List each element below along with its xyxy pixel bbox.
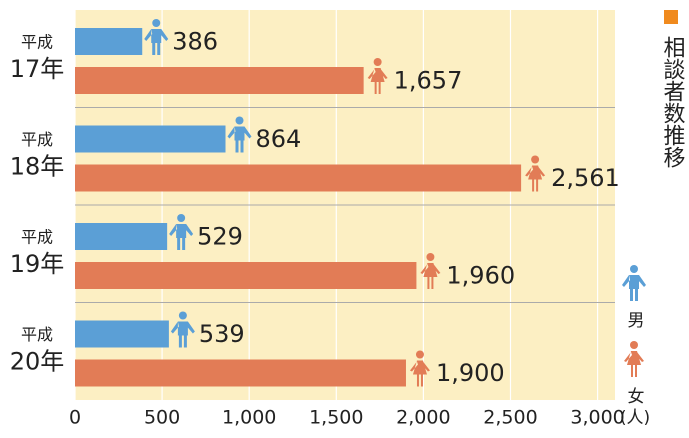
icon-body [420,263,441,289]
x-tick-label: 1,500 [309,407,363,429]
icon-head [426,253,435,261]
bar [75,28,143,55]
icon-body [525,165,546,192]
person-icon [420,253,441,289]
chart-title: 相談者数推移 [660,36,686,168]
legend-label: 女 [628,387,645,407]
bar [75,320,169,348]
value-label: 1,960 [446,262,515,290]
category-year: 19年 [10,250,65,278]
value-label: 1,900 [436,359,505,387]
x-tick-label: 2,000 [396,407,450,429]
icon-head [630,265,638,273]
category-year: 17年 [10,55,65,83]
person-icon [227,116,252,153]
category-year: 20年 [10,348,65,376]
icon-body [169,224,194,250]
icon-head [373,58,382,66]
category-year: 18年 [10,153,65,181]
value-label: 386 [172,28,218,56]
icon-body [409,360,430,387]
x-tick-label: 3,000 [570,407,624,429]
x-tick-label: 1,000 [222,407,276,429]
x-tick-label: 0 [69,407,81,429]
icon-body [170,321,195,348]
bar [75,67,364,94]
icon-body [144,29,169,55]
person-icon [170,311,195,348]
icon-head [630,341,638,349]
person-icon [525,155,546,192]
bar [75,359,406,387]
icon-body [622,275,646,301]
icon-head [178,311,187,320]
bar [75,223,168,250]
x-tick-label: 500 [144,407,180,429]
category-era: 平成 [21,33,53,52]
x-unit: (人) [620,408,650,428]
value-label: 1,657 [394,67,463,95]
bar [75,125,226,153]
category-era: 平成 [21,130,53,149]
person-icon [624,341,644,377]
person-icon [367,58,388,94]
value-label: 864 [256,125,302,153]
icon-head [235,116,244,125]
value-label: 529 [197,223,243,251]
icon-body [367,68,388,94]
icon-body [227,126,252,153]
bar [75,164,522,192]
legend-label: 男 [628,311,645,331]
value-label: 539 [199,320,245,348]
person-icon [622,265,646,301]
bar [75,262,417,289]
person-icon [144,19,169,55]
value-label: 2,561 [551,164,620,192]
icon-head [152,19,161,27]
category-era: 平成 [21,228,53,247]
person-icon [409,350,430,387]
title-marker [664,10,678,24]
x-tick-label: 2,500 [483,407,537,429]
icon-head [177,214,186,222]
category-era: 平成 [21,325,53,344]
icon-body [624,351,644,377]
person-icon [169,214,194,250]
icon-head [415,350,424,359]
icon-head [531,155,540,164]
